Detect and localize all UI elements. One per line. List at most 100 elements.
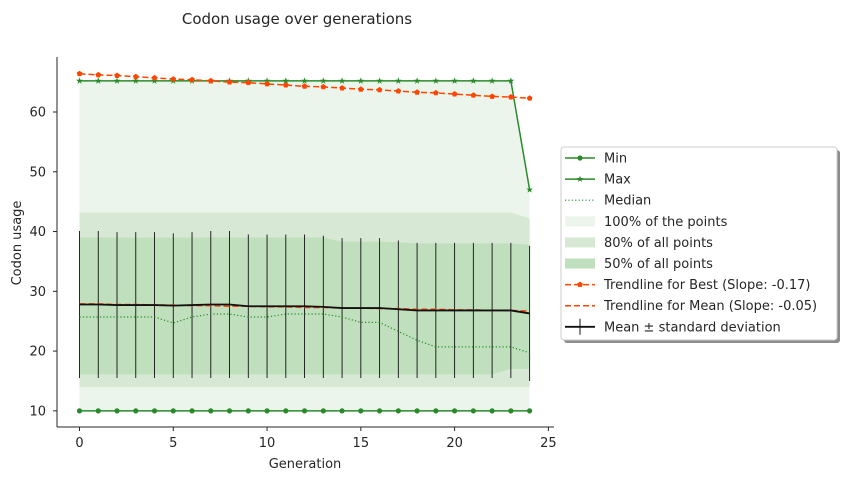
legend-label: 80% of all points xyxy=(604,236,713,251)
legend-marker xyxy=(577,155,583,161)
data-point xyxy=(526,186,534,193)
data-point xyxy=(376,408,383,414)
data-point xyxy=(432,77,440,84)
data-point xyxy=(264,80,270,87)
x-tick-label: 0 xyxy=(75,436,83,451)
data-point xyxy=(114,408,120,414)
legend-entry: 50% of all points xyxy=(565,257,713,272)
x-tick-label: 25 xyxy=(540,436,557,451)
legend-label: Mean ± standard deviation xyxy=(604,320,781,335)
data-point xyxy=(226,79,233,85)
chart-title: Codon usage over generations xyxy=(182,10,412,28)
data-point xyxy=(414,89,420,95)
data-point xyxy=(264,408,270,414)
data-point xyxy=(170,76,177,82)
data-point xyxy=(301,77,308,84)
data-point xyxy=(338,77,346,84)
data-point xyxy=(208,408,214,414)
y-tick-label: 30 xyxy=(29,285,46,300)
data-point xyxy=(320,408,326,414)
legend-marker xyxy=(577,281,583,288)
y-tick-label: 10 xyxy=(29,404,46,419)
data-point xyxy=(395,408,401,414)
legend-label: Trendline for Mean (Slope: -0.05) xyxy=(603,299,817,314)
data-point xyxy=(489,93,495,99)
data-point xyxy=(489,408,495,414)
legend-items: Min Max Median 100% of the points 80% of all… xyxy=(565,152,817,335)
y-ticks: 10 20 30 40 50 60 xyxy=(29,105,57,419)
data-point xyxy=(189,76,195,83)
legend-swatch xyxy=(565,258,595,269)
data-point xyxy=(320,83,327,90)
legend-label: Trendline for Best (Slope: -0.17) xyxy=(603,278,810,293)
data-point xyxy=(151,408,158,414)
y-tick-label: 40 xyxy=(29,225,46,240)
series-line-6 xyxy=(79,303,530,315)
y-tick-label: 50 xyxy=(29,165,46,180)
data-point xyxy=(357,77,365,84)
x-tick-label: 10 xyxy=(259,436,276,451)
data-point xyxy=(395,88,402,94)
data-point xyxy=(488,77,496,84)
data-point xyxy=(527,408,533,414)
data-point xyxy=(508,408,514,414)
legend-entry: 80% of all points xyxy=(565,236,713,251)
data-point xyxy=(263,77,271,84)
data-point xyxy=(245,79,252,86)
data-point xyxy=(94,77,102,84)
data-point xyxy=(432,89,439,96)
data-point xyxy=(76,77,83,84)
data-point xyxy=(189,408,195,414)
legend-frame xyxy=(560,146,838,341)
data-point xyxy=(339,85,345,91)
data-point xyxy=(339,408,345,414)
data-point xyxy=(508,94,514,100)
x-tick-label: 15 xyxy=(353,436,370,451)
data-point xyxy=(357,86,364,92)
data-point xyxy=(282,82,289,88)
data-point xyxy=(433,408,439,414)
y-axis-label: Codon usage xyxy=(10,201,25,286)
legend-label: Median xyxy=(604,194,651,209)
data-point xyxy=(133,408,139,414)
data-point xyxy=(376,86,383,93)
data-point xyxy=(76,408,83,414)
legend-entry: 100% of the points xyxy=(565,215,728,230)
data-point xyxy=(469,77,477,84)
data-point xyxy=(470,92,477,98)
legend: Min Max Median 100% of the points 80% of all… xyxy=(560,146,840,343)
data-point xyxy=(151,77,158,84)
data-point xyxy=(95,408,101,414)
data-point xyxy=(170,408,176,414)
axes xyxy=(56,57,554,428)
data-point xyxy=(226,408,233,414)
data-point xyxy=(132,77,140,84)
legend-label: Max xyxy=(604,173,631,188)
data-point xyxy=(507,77,515,84)
series-line-3 xyxy=(79,313,530,354)
legend-label: 100% of the points xyxy=(604,215,728,230)
data-point xyxy=(452,408,458,414)
data-point xyxy=(413,77,421,84)
legend-entry: Trendline for Best (Slope: -0.17) xyxy=(565,278,810,293)
data-point xyxy=(207,77,214,84)
y-tick-label: 60 xyxy=(29,105,46,120)
data-point xyxy=(95,71,102,78)
data-point xyxy=(282,77,290,84)
data-point xyxy=(76,70,83,77)
legend-marker xyxy=(576,175,584,183)
data-point xyxy=(451,77,459,84)
data-point xyxy=(394,77,402,84)
data-point xyxy=(245,408,251,414)
legend-entry: Median xyxy=(565,194,651,209)
data-point xyxy=(113,77,121,84)
data-point xyxy=(319,77,327,84)
x-tick-label: 5 xyxy=(169,436,177,451)
data-point xyxy=(470,408,476,414)
legend-swatch xyxy=(565,237,595,248)
data-point xyxy=(376,77,383,84)
x-ticks: 0 5 10 15 20 25 xyxy=(75,427,557,451)
legend-swatch xyxy=(565,216,595,227)
data-point xyxy=(114,72,120,78)
